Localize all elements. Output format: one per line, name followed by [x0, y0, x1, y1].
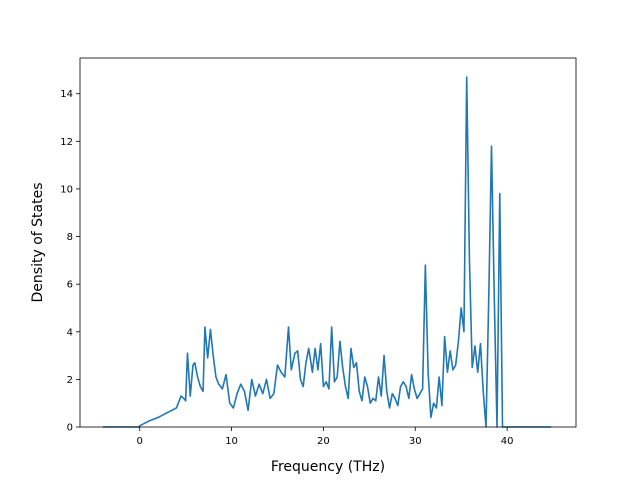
x-axis-title: Frequency (THz): [271, 459, 385, 475]
dos-series-line: [102, 76, 552, 428]
x-tick-label: 0: [137, 436, 143, 447]
y-tick-label: 14: [60, 89, 73, 100]
axes-frame: [79, 57, 577, 428]
x-tick-label: 10: [225, 436, 238, 447]
y-tick-label: 10: [60, 184, 73, 195]
x-tick-label: 40: [501, 436, 514, 447]
y-tick-label: 8: [67, 232, 73, 243]
y-tick-label: 6: [67, 280, 73, 291]
y-axis-ticks: 0 2 4 6 8 10 12 14: [60, 89, 80, 434]
x-axis-ticks: 0 10 20 30 40: [137, 427, 514, 447]
x-tick-label: 20: [317, 436, 330, 447]
y-tick-label: 2: [67, 375, 73, 386]
y-tick-label: 0: [67, 423, 73, 434]
y-tick-label: 4: [67, 327, 73, 338]
y-tick-label: 12: [60, 137, 73, 148]
y-axis-title: Density of States: [30, 183, 46, 303]
x-tick-label: 30: [409, 436, 422, 447]
